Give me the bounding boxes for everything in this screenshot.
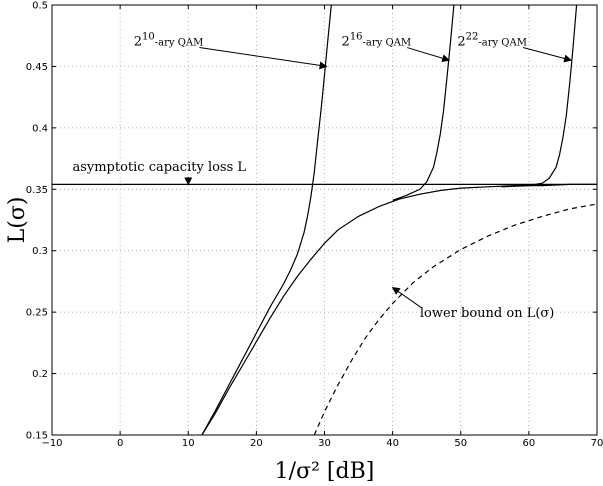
x-tick-label: 10 xyxy=(182,438,195,449)
x-tick-label: 70 xyxy=(591,438,603,449)
x-axis-label: 1/σ² [dB] xyxy=(275,459,375,484)
annotation-qam16-text: 216-ary QAM xyxy=(342,32,412,50)
series-line-lower-bound xyxy=(313,203,598,436)
annotation-qam10-text: 210-ary QAM xyxy=(134,32,204,50)
annotation-qam10-arrow xyxy=(199,47,328,70)
y-tick-label: 0.4 xyxy=(32,123,48,134)
y-tick-label: 0.35 xyxy=(26,185,48,196)
annotation-lower-bound-arrow xyxy=(391,286,423,309)
y-tick-label: 0.45 xyxy=(26,62,48,73)
series-line-qam10 xyxy=(201,4,332,436)
x-tick-label: 40 xyxy=(386,438,399,449)
series-line-qam22 xyxy=(501,4,578,188)
x-tick-label: −10 xyxy=(41,438,62,449)
annotation-asymptote-text: asymptotic capacity loss L xyxy=(72,160,246,175)
y-tick-label: 0.25 xyxy=(26,308,48,319)
y-tick-label: 0.3 xyxy=(32,246,48,257)
x-tick-label: 30 xyxy=(318,438,331,449)
series-line-qam16 xyxy=(392,4,455,201)
x-tick-label: 0 xyxy=(117,438,123,449)
x-tick-label: 50 xyxy=(454,438,467,449)
ticks: −10 0 10 20 30 40 50 60 70 0.15 0.2 0.25 0.3 0.35 0.4 0… xyxy=(26,1,603,450)
y-tick-label: 0.2 xyxy=(32,369,48,380)
y-tick-label: 0.5 xyxy=(32,1,48,12)
annotation-qam16-arrow xyxy=(407,47,451,63)
series-layer xyxy=(52,4,598,436)
y-axis-label: L(σ) xyxy=(5,197,30,244)
annotation-qam22-arrow xyxy=(522,47,573,63)
x-tick-label: 20 xyxy=(250,438,263,449)
annotation-qam22-text: 222-ary QAM xyxy=(457,32,527,50)
annotation-lower-bound-text: lower bound on L(σ) xyxy=(420,306,554,321)
x-tick-label: 60 xyxy=(523,438,536,449)
annotations: asymptotic capacity loss L 210-ary QAM 216… xyxy=(72,32,573,321)
y-tick-label: 0.15 xyxy=(26,431,48,442)
